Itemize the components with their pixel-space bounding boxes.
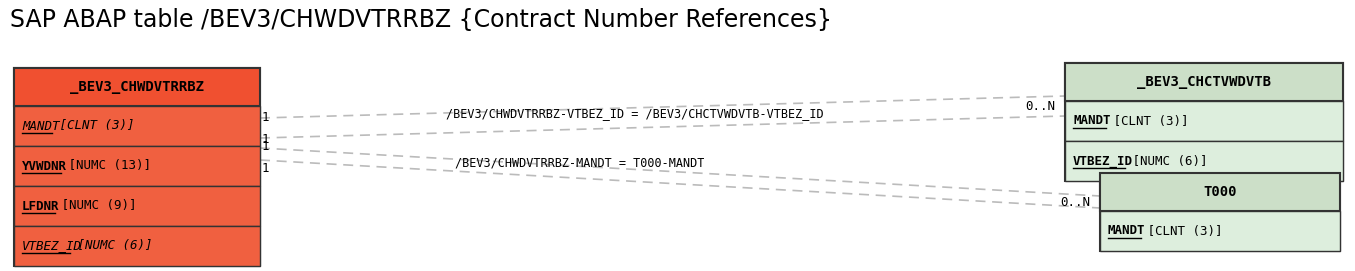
Text: [CLNT (3)]: [CLNT (3)] bbox=[51, 120, 134, 133]
Text: T000: T000 bbox=[1203, 185, 1237, 199]
Text: 1: 1 bbox=[262, 133, 270, 146]
Text: _BEV3_CHCTVWDVTB: _BEV3_CHCTVWDVTB bbox=[1137, 75, 1271, 89]
Text: [CLNT (3)]: [CLNT (3)] bbox=[1106, 115, 1188, 127]
Bar bbox=[14, 226, 260, 266]
Bar bbox=[1100, 211, 1340, 251]
Bar bbox=[14, 68, 260, 106]
Bar bbox=[1065, 101, 1343, 141]
Bar bbox=[14, 146, 260, 186]
Text: SAP ABAP table /BEV3/CHWDVTRRBZ {Contract Number References}: SAP ABAP table /BEV3/CHWDVTRRBZ {Contrac… bbox=[9, 8, 832, 32]
Bar bbox=[1100, 173, 1340, 211]
Text: /BEV3/CHWDVTRRBZ-VTBEZ_ID = /BEV3/CHCTVWDVTB-VTBEZ_ID: /BEV3/CHWDVTRRBZ-VTBEZ_ID = /BEV3/CHCTVW… bbox=[446, 108, 824, 121]
Bar bbox=[1065, 63, 1343, 101]
Text: _BEV3_CHWDVTRRBZ: _BEV3_CHWDVTRRBZ bbox=[70, 80, 205, 94]
Text: MANDT: MANDT bbox=[1073, 115, 1111, 127]
Text: 1: 1 bbox=[262, 162, 270, 175]
Bar bbox=[1065, 63, 1343, 181]
Text: /BEV3/CHWDVTRRBZ-MANDT = T000-MANDT: /BEV3/CHWDVTRRBZ-MANDT = T000-MANDT bbox=[455, 156, 705, 169]
Text: [NUMC (6)]: [NUMC (6)] bbox=[70, 240, 153, 253]
Text: MANDT: MANDT bbox=[1108, 224, 1145, 237]
Text: 0..N: 0..N bbox=[1060, 195, 1089, 208]
Text: 1: 1 bbox=[262, 140, 270, 153]
Text: VTBEZ_ID: VTBEZ_ID bbox=[22, 240, 83, 253]
Bar bbox=[14, 68, 260, 266]
Text: LFDNR: LFDNR bbox=[22, 199, 60, 212]
Text: [NUMC (9)]: [NUMC (9)] bbox=[54, 199, 137, 212]
Text: 1: 1 bbox=[262, 111, 270, 124]
Text: YVWDNR: YVWDNR bbox=[22, 160, 66, 173]
Bar bbox=[1065, 141, 1343, 181]
Text: [NUMC (13)]: [NUMC (13)] bbox=[61, 160, 150, 173]
Bar bbox=[14, 186, 260, 226]
Text: [CLNT (3)]: [CLNT (3)] bbox=[1141, 224, 1224, 237]
Text: VTBEZ_ID: VTBEZ_ID bbox=[1073, 154, 1133, 167]
Text: [NUMC (6)]: [NUMC (6)] bbox=[1125, 154, 1207, 167]
Text: 0..N: 0..N bbox=[1024, 101, 1056, 114]
Bar bbox=[14, 106, 260, 146]
Text: MANDT: MANDT bbox=[22, 120, 60, 133]
Bar bbox=[1100, 173, 1340, 251]
